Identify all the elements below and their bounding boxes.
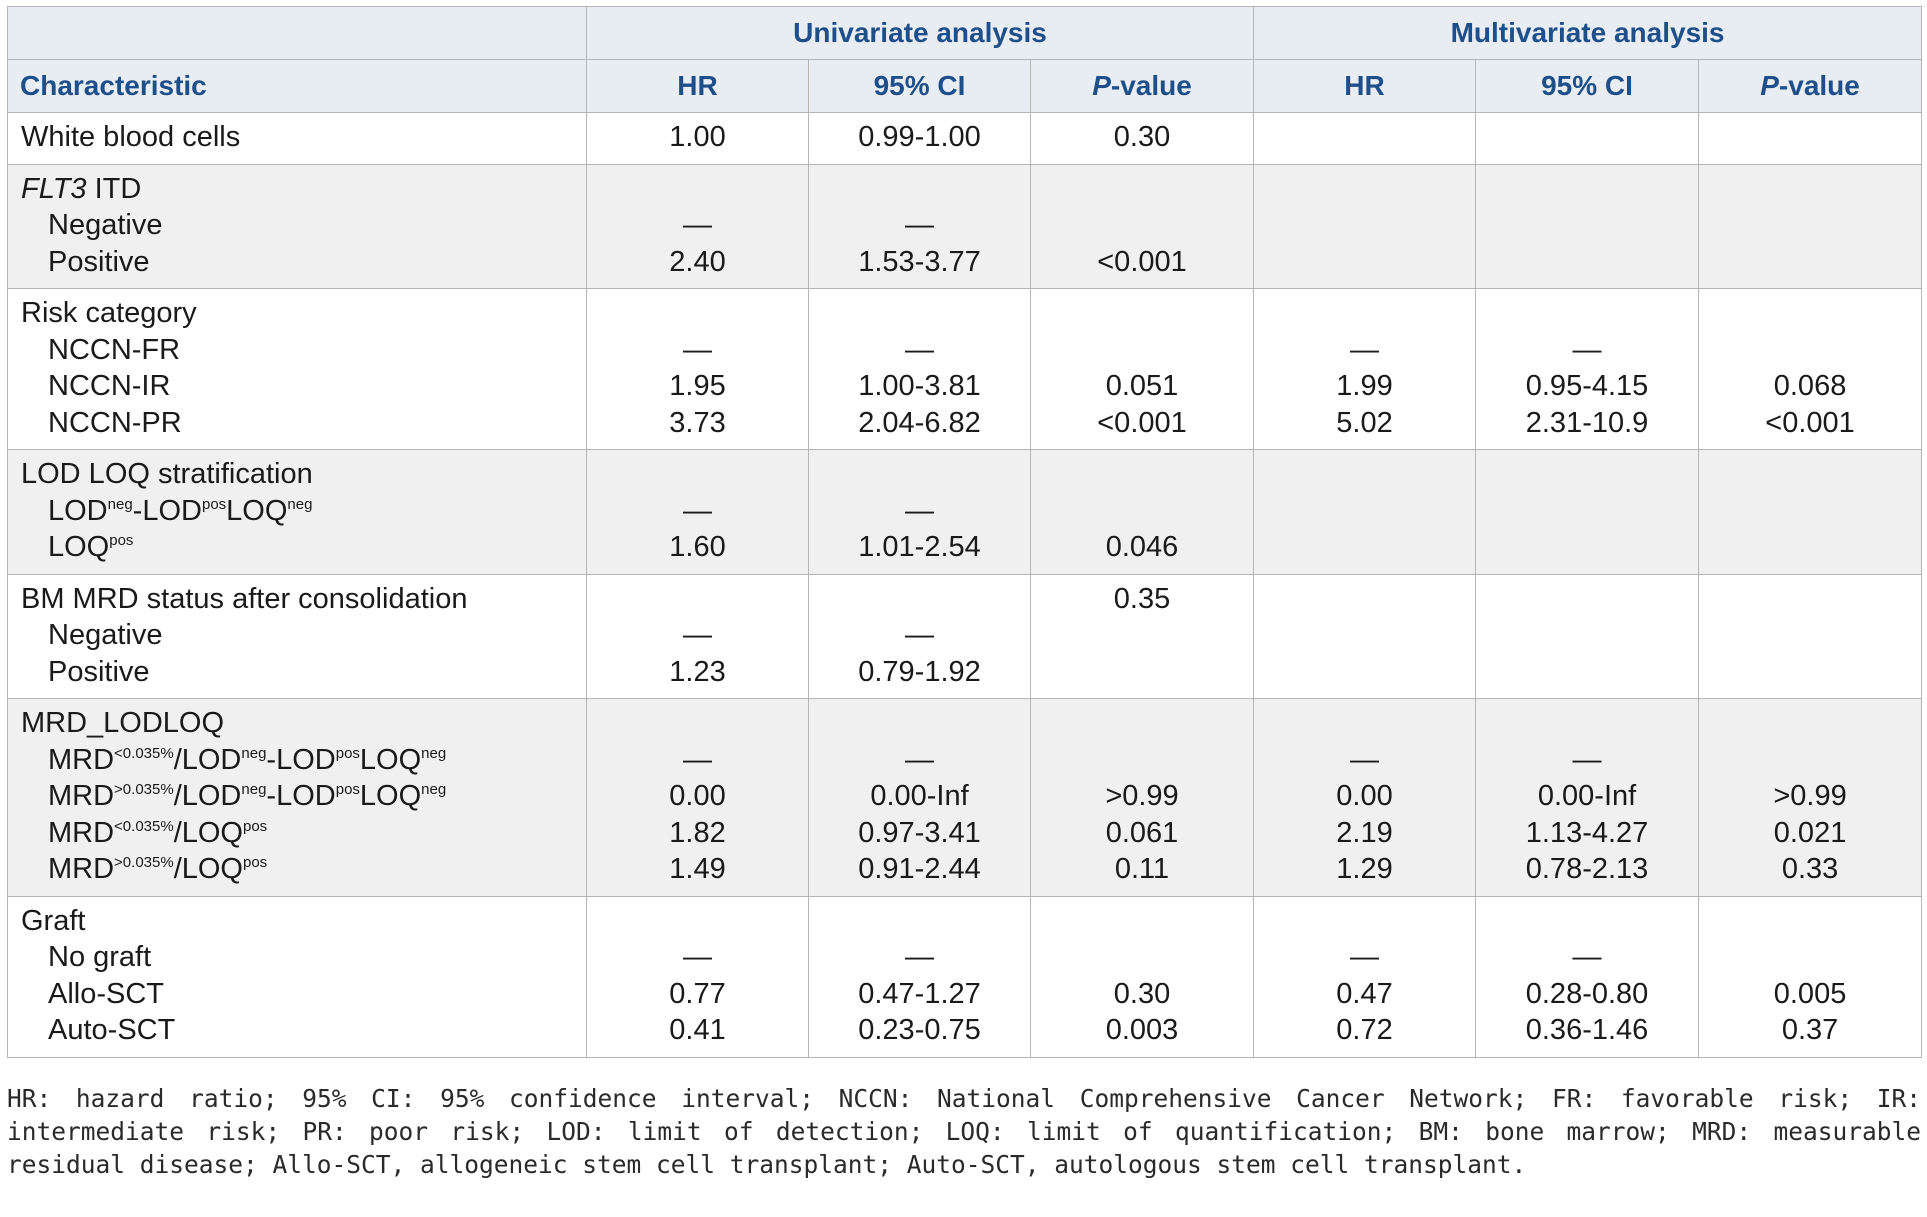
header-column-row: Characteristic HR 95% CI P-value HR 95% … — [7, 59, 1923, 113]
row-label: Graft No graft Allo-SCT Auto-SCT — [7, 895, 587, 1058]
cell: —1.53-3.77 — [808, 163, 1031, 289]
cell — [1698, 163, 1923, 289]
table-row-mrd-lodloq: MRD_LODLOQ MRD<0.035%/LODneg-LODposLOQne… — [7, 698, 1923, 897]
cell: 0.30 0.003 — [1029, 895, 1255, 1058]
cell: —0.47 0.72 — [1253, 895, 1477, 1058]
table-row-wbc: White blood cells 1.00 0.99-1.00 0.30 — [7, 112, 1923, 165]
univariate-header: Univariate analysis — [585, 6, 1255, 60]
cell: >0.99 0.021 0.33 — [1698, 698, 1923, 897]
cell — [1698, 112, 1923, 165]
cell — [1475, 449, 1700, 575]
cell — [1698, 573, 1923, 699]
multivariate-ci-header: 95% CI — [1475, 59, 1700, 113]
header-group-row: Univariate analysis Multivariate analysi… — [7, 6, 1923, 60]
multivariate-hr-header: HR — [1253, 59, 1477, 113]
table-row-flt3: FLT3 ITD Negative Positive —2.40 —1.53-3… — [7, 163, 1923, 289]
table-row-bm-mrd: BM MRD status after consolidation Negati… — [7, 573, 1923, 699]
row-label: White blood cells — [7, 112, 587, 165]
cell: —0.00-Inf 1.13-4.27 0.78-2.13 — [1475, 698, 1700, 897]
univariate-ci-header: 95% CI — [808, 59, 1031, 113]
table-row-graft: Graft No graft Allo-SCT Auto-SCT —0.77 0.… — [7, 895, 1923, 1058]
cell — [1253, 573, 1477, 699]
cell: 0.005 0.37 — [1698, 895, 1923, 1058]
cell — [1253, 163, 1477, 289]
cell: —0.95-4.15 2.31-10.9 — [1475, 288, 1700, 450]
cell: —1.00-3.81 2.04-6.82 — [808, 288, 1031, 450]
multivariate-pvalue-header: P-value — [1698, 59, 1923, 113]
cell: —1.23 — [586, 573, 809, 699]
multivariate-header: Multivariate analysis — [1253, 6, 1923, 60]
cell — [1253, 112, 1477, 165]
table-wrapper: Univariate analysis Multivariate analysi… — [7, 6, 1923, 1181]
cell: 0.068 <0.001 — [1698, 288, 1923, 450]
cell — [1475, 112, 1700, 165]
cell: —0.28-0.80 0.36-1.46 — [1475, 895, 1700, 1058]
cell: 0.99-1.00 — [808, 112, 1031, 165]
row-label: Risk category NCCN-FR NCCN-IR NCCN-PR — [7, 288, 587, 450]
cell: —0.77 0.41 — [586, 895, 809, 1058]
cell: —0.00 1.82 1.49 — [586, 698, 809, 897]
cell: 0.30 — [1029, 112, 1255, 165]
cell: —1.95 3.73 — [586, 288, 809, 450]
univariate-hr-header: HR — [586, 59, 809, 113]
univariate-pvalue-header: P-value — [1029, 59, 1255, 113]
cell: —1.60 — [586, 449, 809, 575]
cell: —0.00-Inf 0.97-3.41 0.91-2.44 — [808, 698, 1031, 897]
cell — [1475, 163, 1700, 289]
cell: —1.99 5.02 — [1253, 288, 1477, 450]
hazard-ratio-table: Univariate analysis Multivariate analysi… — [7, 6, 1923, 1058]
row-label: BM MRD status after consolidation Negati… — [7, 573, 587, 699]
cell: <0.001 — [1029, 163, 1255, 289]
table-row-lodloq: LOD LOQ stratification LODneg-LODposLOQn… — [7, 449, 1923, 575]
cell: >0.99 0.061 0.11 — [1029, 698, 1255, 897]
table-footnote: HR: hazard ratio; 95% CI: 95% confidence… — [7, 1083, 1921, 1179]
cell: 1.00 — [586, 112, 809, 165]
cell: 0.046 — [1029, 449, 1255, 575]
row-label: LOD LOQ stratification LODneg-LODposLOQn… — [7, 449, 587, 575]
cell — [1698, 449, 1923, 575]
header-empty-cell — [7, 6, 587, 60]
cell — [1253, 449, 1477, 575]
cell — [1475, 573, 1700, 699]
characteristic-header: Characteristic — [7, 59, 587, 113]
cell: —0.00 2.19 1.29 — [1253, 698, 1477, 897]
cell: —2.40 — [586, 163, 809, 289]
cell: 0.35 — [1029, 573, 1255, 699]
cell: 0.051 <0.001 — [1029, 288, 1255, 450]
row-label: FLT3 ITD Negative Positive — [7, 163, 587, 289]
cell: —0.47-1.27 0.23-0.75 — [808, 895, 1031, 1058]
cell: —1.01-2.54 — [808, 449, 1031, 575]
row-label: MRD_LODLOQ MRD<0.035%/LODneg-LODposLOQne… — [7, 698, 587, 897]
table-row-risk: Risk category NCCN-FR NCCN-IR NCCN-PR —1… — [7, 288, 1923, 450]
cell: —0.79-1.92 — [808, 573, 1031, 699]
